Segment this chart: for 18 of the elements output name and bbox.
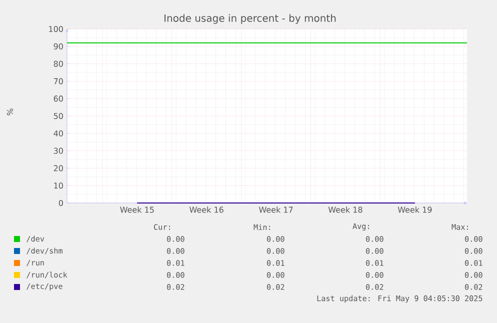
y-tick-label: 70 (54, 78, 63, 84)
x-tick-label: Week 19 (398, 206, 432, 213)
x-tick-label: Week 15 (120, 206, 154, 213)
y-axis-title: % (6, 108, 14, 116)
y-tick-label: 40 (54, 130, 63, 136)
y-tick-label: 60 (54, 96, 63, 102)
x-tick-label: Week 17 (258, 206, 293, 213)
y-tick-label: 30 (54, 148, 63, 154)
y-tick-label: 10 (54, 182, 63, 189)
y-tick-label: 100 (49, 26, 63, 32)
y-tick-label: 50 (54, 112, 63, 120)
y-tick-label: 90 (54, 43, 63, 50)
y-tick-label: 80 (54, 60, 63, 67)
x-tick-label: Week 18 (328, 206, 362, 213)
chart-title: Inode usage in percent - by month (164, 14, 336, 24)
y-tick-label: 20 (54, 165, 63, 172)
y-tick-label: 0 (58, 200, 63, 206)
x-tick-label: Week 16 (190, 206, 224, 213)
